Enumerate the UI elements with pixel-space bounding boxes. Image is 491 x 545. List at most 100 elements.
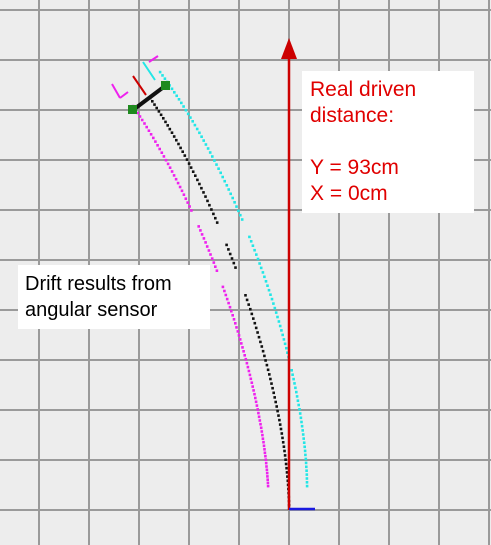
right-wheel-path-dot bbox=[227, 188, 230, 191]
right-wheel-path-dot bbox=[283, 342, 287, 346]
center-path-dot bbox=[172, 135, 176, 138]
center-path-dot bbox=[281, 441, 285, 444]
left-wheel-path-dot bbox=[172, 174, 176, 177]
center-path-dot bbox=[187, 162, 191, 165]
right-wheel-path-dot bbox=[291, 373, 294, 376]
right-wheel-path-dot bbox=[195, 127, 199, 131]
left-wheel-path-dot bbox=[209, 253, 212, 256]
center-path-dot bbox=[179, 146, 182, 150]
left-wheel-path-dot bbox=[202, 237, 206, 240]
left-wheel-path-dot bbox=[170, 170, 174, 173]
right-wheel-path-dot bbox=[269, 293, 272, 296]
right-wheel-path-dot bbox=[294, 386, 297, 390]
right-wheel-path-dot bbox=[189, 116, 192, 119]
robot-heading-magenta-tip bbox=[111, 83, 121, 99]
left-wheel-path-dot bbox=[232, 318, 236, 321]
left-wheel-path-dot bbox=[158, 147, 161, 151]
right-wheel-path-dot bbox=[305, 477, 309, 480]
center-path-dot bbox=[245, 298, 249, 302]
left-wheel-path-dot bbox=[257, 415, 261, 419]
left-wheel-path-dot bbox=[236, 330, 240, 333]
center-path-dot bbox=[275, 405, 278, 408]
center-path-dot bbox=[166, 124, 169, 127]
left-wheel-path-dot bbox=[174, 177, 178, 181]
left-wheel-path-dot bbox=[235, 326, 238, 329]
center-path-dot bbox=[271, 386, 274, 390]
left-wheel-path-dot bbox=[204, 241, 207, 244]
right-wheel-path-dot bbox=[219, 171, 222, 175]
right-wheel-path-dot bbox=[302, 437, 305, 440]
left-wheel-path-dot bbox=[205, 245, 209, 248]
right-wheel-path-dot bbox=[235, 205, 238, 208]
left-wheel-path-dot bbox=[243, 354, 246, 357]
right-wheel-path-dot bbox=[297, 403, 300, 407]
center-path-dot bbox=[284, 462, 288, 466]
right-wheel-path-dot bbox=[305, 465, 308, 469]
left-wheel-path-dot bbox=[200, 233, 204, 236]
center-path-dot bbox=[227, 248, 230, 251]
real-distance-title-line1: Real driven bbox=[310, 78, 417, 101]
right-wheel-path-dot bbox=[285, 346, 288, 350]
left-wheel-path-dot bbox=[244, 357, 248, 361]
left-wheel-path-dot bbox=[241, 346, 244, 349]
center-path-dot bbox=[263, 354, 266, 358]
left-wheel-path-dot bbox=[143, 122, 146, 125]
right-wheel-path-dot bbox=[198, 131, 201, 135]
right-wheel-path-dot bbox=[305, 473, 309, 476]
left-wheel-path-dot bbox=[228, 305, 232, 309]
center-path-dot bbox=[200, 186, 203, 190]
right-wheel-path-dot bbox=[223, 179, 226, 183]
center-path-dot bbox=[164, 120, 167, 124]
center-path-dot bbox=[268, 373, 271, 376]
right-wheel-path-dot bbox=[256, 257, 260, 261]
spacer-line bbox=[310, 129, 474, 155]
right-wheel-path-dot bbox=[299, 416, 303, 420]
right-wheel-path-dot bbox=[186, 112, 190, 116]
center-path-dot bbox=[259, 340, 262, 344]
left-wheel-path-dot bbox=[250, 381, 254, 384]
right-wheel-path-dot bbox=[282, 338, 286, 341]
left-wheel-path-dot bbox=[257, 411, 260, 415]
right-wheel-path-dot bbox=[213, 159, 216, 162]
right-wheel-path-dot bbox=[217, 167, 220, 170]
right-wheel-path-dot bbox=[249, 240, 253, 243]
left-wheel-path-dot bbox=[242, 350, 245, 353]
center-path-dot bbox=[189, 166, 193, 169]
robot-wheel-left bbox=[128, 105, 137, 114]
robot-heading-red bbox=[132, 75, 147, 96]
right-wheel-path-dot bbox=[173, 91, 176, 94]
center-path-dot bbox=[273, 396, 276, 399]
center-path-dot bbox=[153, 103, 156, 106]
right-wheel-path-dot bbox=[225, 184, 229, 187]
center-path-dot bbox=[283, 449, 286, 453]
right-wheel-path-dot bbox=[305, 481, 309, 484]
center-path-dot bbox=[282, 445, 286, 448]
left-wheel-path-dot bbox=[230, 309, 233, 313]
left-wheel-path-dot bbox=[154, 140, 157, 143]
left-wheel-path-dot bbox=[156, 144, 159, 147]
center-path-dot bbox=[266, 368, 270, 372]
center-path-dot bbox=[276, 409, 279, 413]
left-wheel-path-dot bbox=[212, 261, 216, 264]
left-wheel-path-dot bbox=[152, 136, 155, 140]
center-path-dot bbox=[247, 303, 250, 306]
left-wheel-path-dot bbox=[237, 334, 241, 337]
center-path-dot bbox=[269, 377, 272, 381]
left-wheel-path-dot bbox=[246, 365, 250, 369]
right-wheel-path-dot bbox=[295, 390, 298, 394]
left-wheel-path-dot bbox=[188, 205, 191, 208]
center-path-dot bbox=[204, 195, 207, 198]
center-path-dot bbox=[256, 331, 259, 334]
right-wheel-path-dot bbox=[255, 253, 258, 256]
center-path-dot bbox=[277, 414, 280, 417]
left-wheel-path-dot bbox=[178, 185, 182, 189]
right-wheel-path-dot bbox=[272, 302, 275, 305]
left-wheel-path-dot bbox=[240, 342, 243, 345]
right-wheel-path-dot bbox=[239, 213, 242, 217]
real-distance-x: X = 0cm bbox=[310, 182, 388, 205]
right-wheel-path-dot bbox=[304, 461, 308, 465]
right-wheel-path-dot bbox=[158, 70, 162, 74]
center-path-dot bbox=[210, 208, 213, 211]
right-wheel-path-dot bbox=[264, 280, 268, 283]
left-wheel-path-dot bbox=[225, 297, 229, 301]
